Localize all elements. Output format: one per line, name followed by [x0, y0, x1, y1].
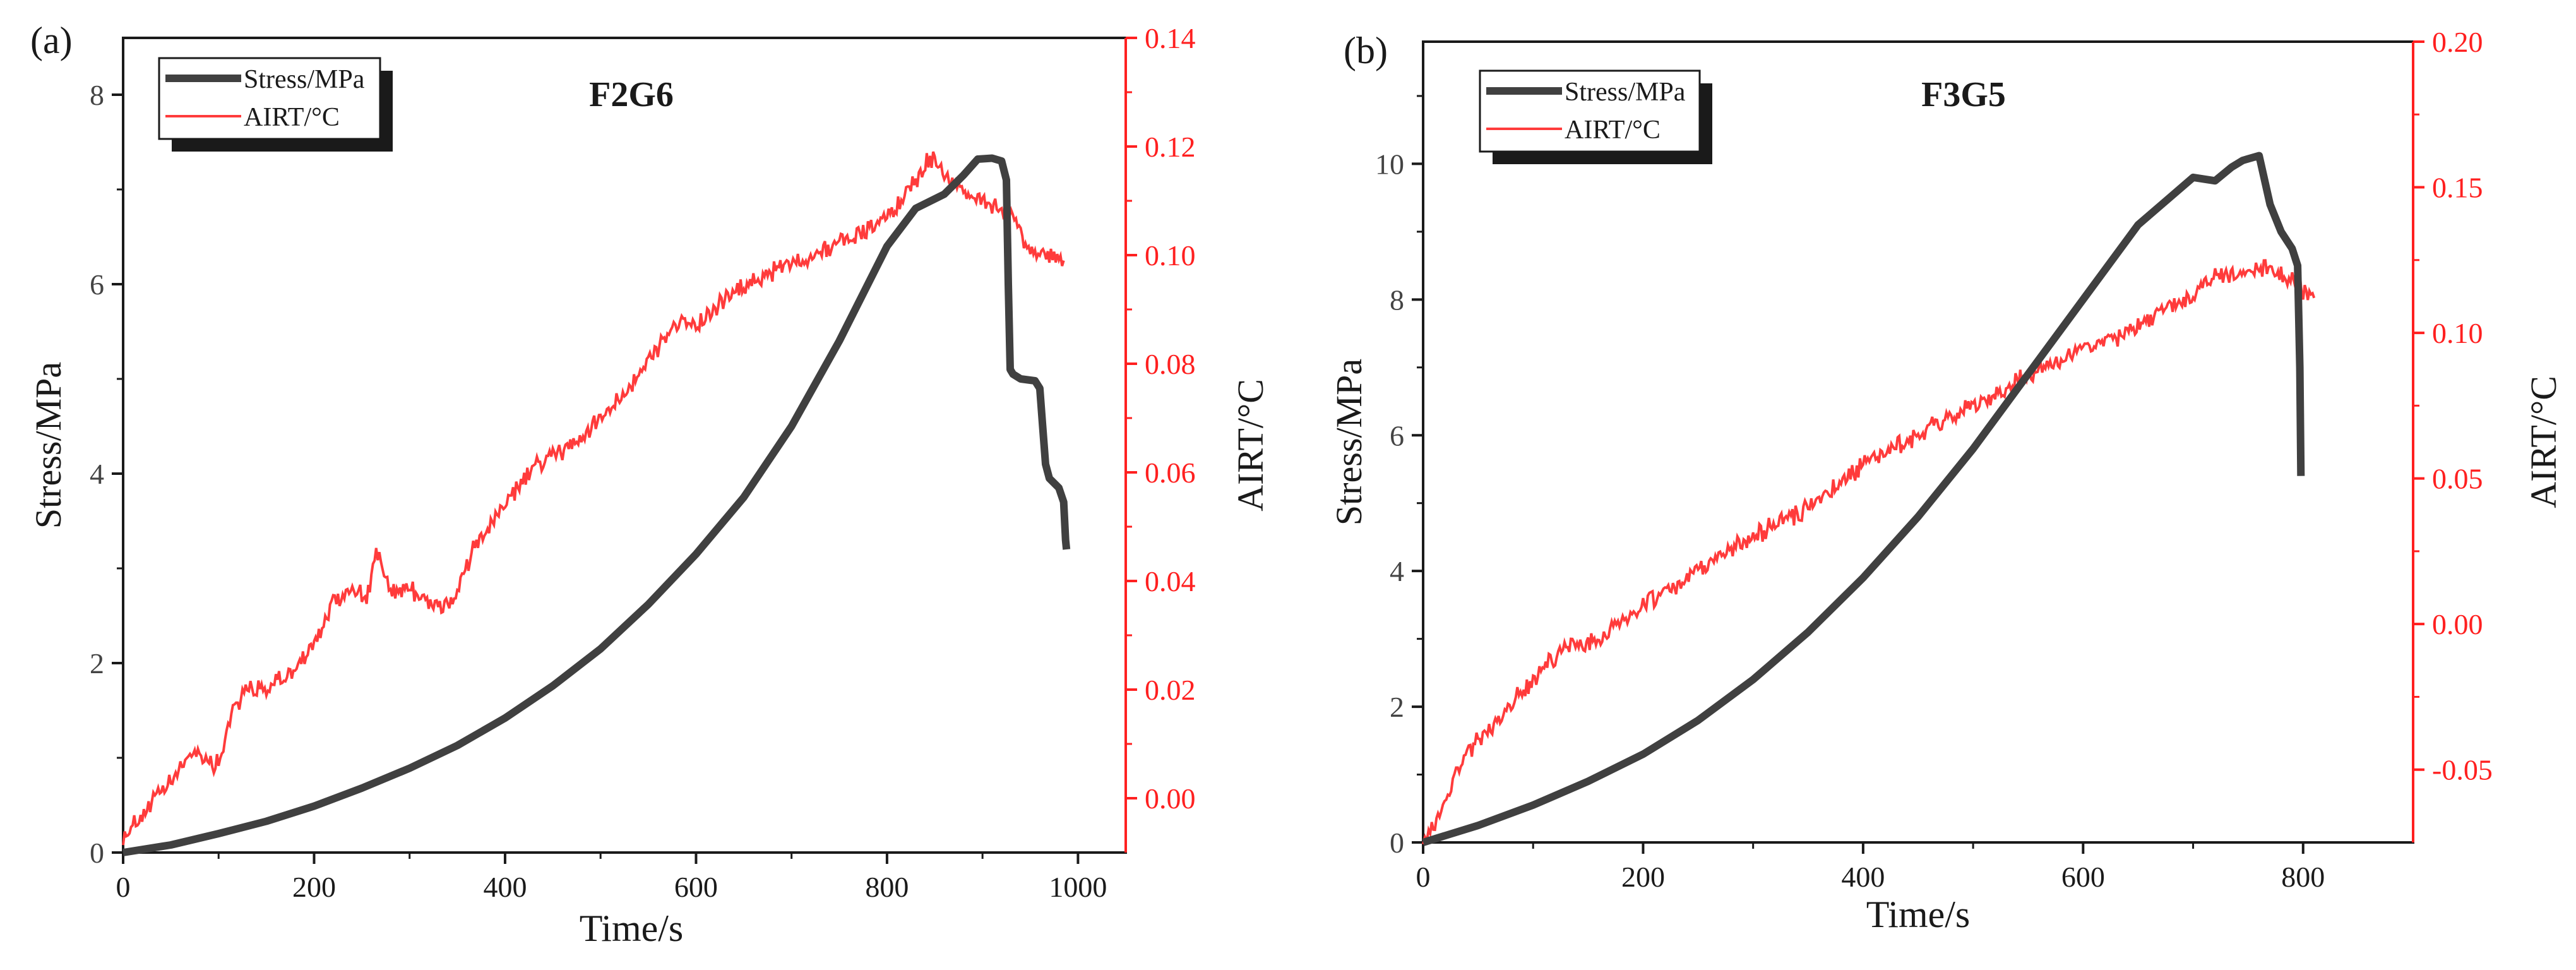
x-axis-b: 0 200 400 600 800 — [1416, 842, 2325, 893]
y-left-tick-label-b: 8 — [1390, 284, 1404, 316]
y-right-tick-label-a: 0.04 — [1145, 565, 1196, 597]
legend-stress-label-a: Stress/MPa — [244, 65, 365, 94]
y-right-tick-label-b: 0.15 — [2432, 172, 2483, 204]
legend-a: Stress/MPa AIRT/°C — [158, 57, 393, 152]
y-axis-left-b: 0 2 4 6 8 10 — [1375, 95, 1423, 859]
airt-line-b — [1422, 259, 2316, 846]
x-axis-label-b: Time/s — [1866, 894, 1971, 935]
y-left-tick-label-b: 10 — [1375, 148, 1404, 180]
x-tick-label-b: 0 — [1416, 861, 1431, 893]
y-right-tick-label-b: 0.00 — [2432, 608, 2483, 640]
x-tick-label-a: 0 — [116, 871, 131, 903]
legend-box-b — [1479, 69, 1701, 153]
airt-line-a — [122, 151, 1065, 846]
y-axis-right-a: 0.00 0.02 0.04 0.06 0.08 0.10 0.12 0.14 — [1126, 22, 1196, 815]
y-axis-left-label-a: Stress/MPa — [28, 362, 69, 529]
y-axis-left-label-b: Stress/MPa — [1328, 359, 1369, 525]
x-tick-label-a: 800 — [865, 871, 909, 903]
y-right-tick-label-a: 0.10 — [1145, 239, 1196, 272]
stress-line-a — [122, 154, 1071, 856]
y-left-tick-label-a: 4 — [90, 458, 104, 490]
y-axis-right-label-b: AIRT/°C — [2523, 376, 2564, 508]
x-axis-label-a: Time/s — [580, 907, 684, 949]
legend-box-a — [158, 57, 381, 140]
y-right-tick-label-b: 0.20 — [2432, 26, 2483, 58]
chart-title-a: F2G6 — [589, 75, 674, 114]
legend-airt-label-a: AIRT/°C — [244, 103, 340, 132]
y-right-tick-label-a: 0.02 — [1145, 674, 1196, 706]
plot-area-a: 0 200 400 600 800 1000 0 2 4 6 8 0.00 0.02 0.04 0.06… — [90, 22, 1196, 903]
x-axis-a: 0 200 400 600 800 1000 — [116, 853, 1107, 903]
y-right-tick-label-b: 0.05 — [2432, 463, 2483, 495]
y-axis-left-a: 0 2 4 6 8 — [90, 79, 123, 869]
legend-stress-label-b: Stress/MPa — [1565, 78, 1686, 107]
y-right-tick-label-a: 0.12 — [1145, 131, 1196, 163]
x-tick-label-a: 1000 — [1049, 871, 1107, 903]
legend-b: Stress/MPa AIRT/°C — [1479, 69, 1712, 164]
y-left-tick-label-b: 2 — [1390, 691, 1404, 723]
x-tick-label-a: 400 — [483, 871, 527, 903]
y-left-tick-label-a: 0 — [90, 837, 104, 869]
y-right-tick-label-a: 0.06 — [1145, 457, 1196, 489]
y-left-tick-label-a: 6 — [90, 268, 104, 301]
y-right-tick-label-a: 0.08 — [1145, 348, 1196, 380]
y-left-tick-label-b: 0 — [1390, 827, 1404, 859]
x-tick-label-b: 800 — [2281, 861, 2325, 893]
y-axis-right-b: -0.05 0.00 0.05 0.10 0.15 0.20 — [2413, 26, 2493, 786]
legend-airt-label-b: AIRT/°C — [1565, 116, 1661, 145]
y-right-tick-label-b: 0.10 — [2432, 317, 2483, 349]
x-tick-label-b: 200 — [1621, 861, 1665, 893]
y-left-tick-label-a: 2 — [90, 647, 104, 680]
x-tick-label-a: 600 — [674, 871, 718, 903]
x-tick-label-b: 600 — [2061, 861, 2105, 893]
x-tick-label-b: 400 — [1841, 861, 1885, 893]
y-left-tick-label-a: 8 — [90, 79, 104, 111]
y-axis-right-label-a: AIRT/°C — [1230, 379, 1271, 512]
x-tick-label-a: 200 — [292, 871, 336, 903]
y-right-tick-label-a: 0.00 — [1145, 782, 1196, 815]
y-left-tick-label-b: 6 — [1390, 419, 1404, 452]
panel-label-b: (b) — [1344, 30, 1388, 71]
stress-line-b — [1422, 152, 2305, 846]
panel-label-a: (a) — [30, 20, 73, 61]
plot-area-b: 0 200 400 600 800 0 2 4 6 8 10 -0.05 0.00 0.05 0.10 0… — [1375, 26, 2493, 893]
y-left-tick-label-b: 4 — [1390, 555, 1404, 587]
y-right-tick-label-a: 0.14 — [1145, 22, 1196, 54]
chart-panel-b: (b) F3G5 0 200 400 600 800 0 2 4 6 8 10 -0.05 0.00… — [1328, 26, 2564, 935]
y-right-tick-label-b: -0.05 — [2432, 754, 2493, 786]
chart-title-b: F3G5 — [1921, 75, 2006, 114]
